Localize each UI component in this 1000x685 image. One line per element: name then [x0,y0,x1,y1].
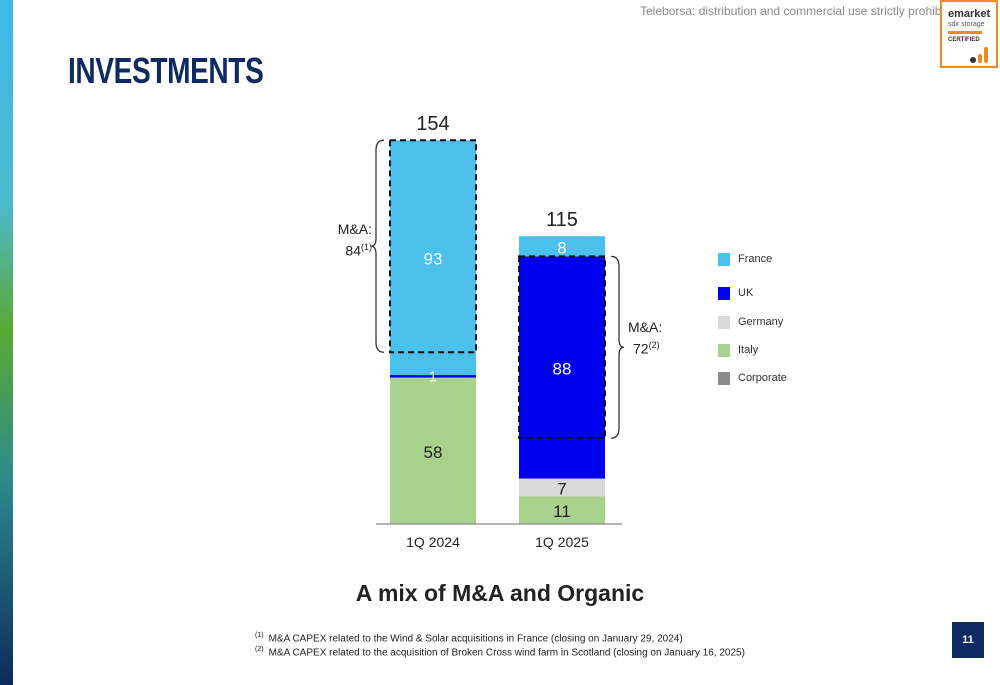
ma-value: 72 [633,340,649,357]
bar-segment-italy [390,377,476,524]
chart-subtitle: A mix of M&A and Organic [355,580,645,606]
data-label-uk: 88 [553,359,572,378]
legend-label: Germany [738,316,784,328]
data-label-uk-small: 1 [429,369,437,386]
emarket-logo: emarket sdir storage CERTIFIED [940,0,998,68]
legend-label: France [738,253,773,265]
side-gradient-bar [0,0,13,685]
data-label-italy: 58 [424,443,443,462]
legend-swatch [718,344,730,357]
data-label-france: 93 [424,250,443,269]
ma-brace [610,255,625,439]
ma-footnote-ref: (2) [648,340,660,350]
ma-label-text: M&A: [628,319,663,335]
legend-swatch [718,372,730,385]
legend-item-italy: Italy [718,344,838,358]
legend-label: Italy [738,344,759,356]
bar-segment-france [519,236,605,257]
bar-segment-uk [390,375,476,378]
legend-label: UK [738,287,754,299]
bar-segment-italy [519,496,605,524]
footnote-1: (1) M&A CAPEX related to the Wind & Solar… [255,632,683,644]
ma-dashed-box [518,255,606,440]
ma-brace [370,139,385,353]
total-label: 115 [546,209,578,231]
page-title: INVESTMENTS [68,50,264,91]
legend-swatch [718,287,730,300]
footnote-mark: (1) [255,632,264,639]
bar-segment-uk [519,256,605,479]
ma-value: 84 [345,242,361,259]
data-label-italy: 11 [553,502,571,521]
category-label: 1Q 2024 [406,534,460,550]
ma-footnote-ref: (1) [361,242,372,252]
category-label: 1Q 2025 [535,534,589,550]
legend-swatch [718,253,730,266]
legend-label: Corporate [738,372,787,384]
total-label: 154 [416,113,449,135]
ma-label-1q2024: M&A: 84(1) [330,220,372,260]
data-label-germany: 7 [557,479,566,498]
legend-item-germany: Germany [718,316,838,330]
bar-segment-germany [519,478,605,497]
legend-swatch [718,316,730,329]
legend-item-france: France [718,253,838,267]
footnote-2: (2) M&A CAPEX related to the acquisition … [255,646,745,658]
logo-divider [948,31,982,34]
ma-label-text: M&A: [337,221,372,237]
logo-line3: CERTIFIED [948,37,980,43]
footnote-text: M&A CAPEX related to the Wind & Solar ac… [268,633,683,645]
data-label-france: 8 [557,238,566,257]
footnote-mark: (2) [255,646,264,653]
watermark-text: Teleborsa: distribution and commercial u… [640,4,961,18]
footnote-text: M&A CAPEX related to the acquisition of … [268,647,745,659]
legend-item-corporate: Corporate [718,372,838,386]
logo-line1: emarket [948,8,991,20]
page-number: 11 [952,622,984,658]
ma-label-1q2025: M&A: 72(2) [628,318,670,358]
logo-signal-icon [970,47,988,63]
bar-segment-france [390,140,476,376]
logo-line2: sdir storage [948,21,985,28]
ma-dashed-box [389,139,477,354]
legend-item-uk: UK [718,287,838,301]
